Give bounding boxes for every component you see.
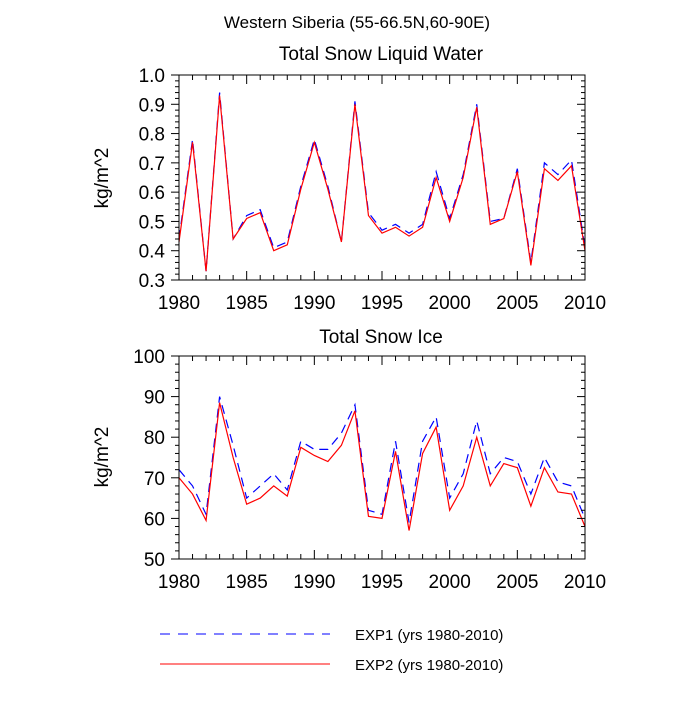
y-tick-label-liquid-water: 0.4 — [139, 242, 166, 263]
y-tick-label-liquid-water: 1.0 — [139, 66, 165, 87]
panel-snow-liquid-water: Total Snow Liquid Water kg/m^2 1980 1985 1… — [92, 44, 606, 314]
series-line-exp1-liquid-water — [178, 92, 586, 272]
x-tick-label-snow-ice: 1990 — [293, 572, 335, 593]
y-tick-label-liquid-water: 0.6 — [139, 183, 165, 204]
x-tick-label-snow-ice: 1985 — [226, 572, 268, 593]
y-axis-label-liquid-water: kg/m^2 — [92, 148, 113, 209]
y-tick-label-liquid-water: 0.9 — [139, 95, 165, 116]
x-tick-label-snow-ice: 2000 — [429, 572, 471, 593]
y-tick-label-liquid-water: 0.3 — [139, 271, 165, 292]
legend-label-exp1: EXP1 (yrs 1980-2010) — [355, 627, 503, 644]
x-tick-label-liquid-water: 1985 — [226, 293, 268, 314]
y-tick-label-snow-ice: 90 — [144, 388, 165, 409]
y-tick-label-liquid-water: 0.7 — [139, 154, 165, 175]
panel-title-liquid-water: Total Snow Liquid Water — [279, 44, 484, 65]
x-tick-label-liquid-water: 2005 — [496, 293, 538, 314]
y-tick-label-snow-ice: 70 — [144, 469, 165, 490]
x-tick-label-liquid-water: 1990 — [293, 293, 335, 314]
plot-frame-snow-ice — [178, 355, 586, 560]
panel-snow-ice: Total Snow Ice kg/m^2 1980 1985 1990 1995 20… — [92, 327, 606, 593]
x-tick-label-snow-ice: 2005 — [496, 572, 538, 593]
y-axis-label-snow-ice: kg/m^2 — [92, 427, 113, 488]
x-tick-label-snow-ice: 2010 — [564, 572, 606, 593]
panel-title-snow-ice: Total Snow Ice — [319, 327, 443, 348]
y-tick-label-snow-ice: 60 — [144, 509, 165, 530]
plot-frame-liquid-water — [178, 74, 586, 281]
legend-label-exp2: EXP2 (yrs 1980-2010) — [355, 657, 503, 674]
legend: EXP1 (yrs 1980-2010) EXP2 (yrs 1980-2010… — [160, 627, 503, 674]
y-tick-label-snow-ice: 80 — [144, 428, 165, 449]
series-line-exp2-liquid-water — [178, 95, 586, 272]
x-tick-label-liquid-water: 2000 — [429, 293, 471, 314]
y-tick-label-liquid-water: 0.8 — [139, 125, 165, 146]
y-tick-label-snow-ice: 100 — [133, 347, 165, 368]
x-tick-label-liquid-water: 2010 — [564, 293, 606, 314]
x-tick-label-liquid-water: 1995 — [361, 293, 403, 314]
series-line-exp1-snow-ice — [178, 396, 586, 523]
x-tick-label-snow-ice: 1995 — [361, 572, 403, 593]
figure-suptitle: Western Siberia (55-66.5N,60-90E) — [224, 13, 490, 32]
x-tick-label-snow-ice: 1980 — [158, 572, 200, 593]
y-tick-label-liquid-water: 0.5 — [139, 212, 165, 233]
y-tick-label-snow-ice: 50 — [144, 550, 165, 571]
x-tick-label-liquid-water: 1980 — [158, 293, 200, 314]
series-line-exp2-snow-ice — [178, 402, 586, 531]
